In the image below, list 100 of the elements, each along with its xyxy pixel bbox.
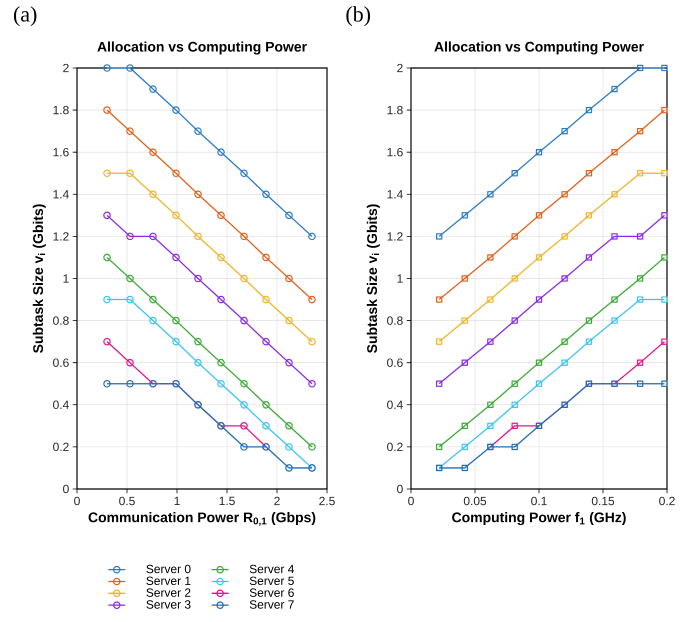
point <box>285 464 293 472</box>
point <box>462 212 468 219</box>
point <box>262 296 270 304</box>
legend-label: Server 5 <box>250 576 294 586</box>
point <box>611 317 618 324</box>
point <box>126 232 134 240</box>
point <box>285 443 293 451</box>
point <box>611 233 618 240</box>
point <box>586 254 592 261</box>
point <box>217 358 225 366</box>
y-tick-label: 1 <box>397 274 403 283</box>
point <box>636 380 644 387</box>
x-axis-title: Computing Power f$_{1}$ (GHz) <box>452 512 626 526</box>
x-tick-label: 0.2 <box>659 496 675 506</box>
point <box>661 380 668 387</box>
point <box>636 170 644 176</box>
point <box>262 254 270 262</box>
point <box>462 275 468 282</box>
point <box>561 233 568 240</box>
y-tick-label: 0.2 <box>53 442 69 452</box>
point <box>240 316 248 324</box>
point <box>636 128 644 134</box>
point <box>511 317 518 324</box>
point <box>586 212 592 219</box>
point <box>536 380 542 387</box>
point <box>636 296 644 303</box>
point <box>240 232 248 240</box>
point <box>240 422 248 430</box>
point <box>126 274 134 282</box>
point <box>194 127 202 135</box>
point <box>661 170 668 176</box>
point <box>149 232 157 240</box>
x-tick-label: 1.5 <box>220 496 235 506</box>
x-tick-label: 0 <box>408 496 414 506</box>
point <box>194 358 202 366</box>
point <box>240 401 248 409</box>
legend-label: Server 6 <box>250 588 294 597</box>
point <box>661 296 668 303</box>
point <box>586 106 592 114</box>
point <box>661 64 668 72</box>
point <box>194 190 202 198</box>
point <box>536 359 542 366</box>
legend-label: Server 1 <box>146 576 190 586</box>
point <box>172 212 180 220</box>
point <box>561 275 568 282</box>
point <box>536 212 542 219</box>
point <box>194 274 202 282</box>
x-tick-label: 0.5 <box>119 496 135 506</box>
point <box>511 444 518 450</box>
y-tick-label: 0 <box>397 484 403 494</box>
point <box>217 254 225 262</box>
y-tick-label: 1.6 <box>388 148 403 156</box>
point <box>586 170 592 176</box>
y-tick-label: 1.4 <box>54 190 69 198</box>
point <box>487 191 494 198</box>
y-axis-title: Subtask Size v$_{i}$ (Gbits) <box>32 204 46 353</box>
y-axis-title: Subtask Size v$_{i}$ (Gbits) <box>366 204 380 353</box>
point <box>240 380 248 388</box>
y-tick-label: 0.8 <box>53 316 69 325</box>
x-tick-label: 1 <box>174 496 180 505</box>
text: (a) <box>14 6 36 26</box>
point <box>149 296 157 304</box>
x-tick-label: 0 <box>74 496 80 506</box>
point <box>436 296 442 303</box>
point <box>240 169 248 178</box>
y-tick-label: 1.4 <box>388 190 403 198</box>
y-tick-label: 2 <box>63 64 69 72</box>
legend-label: Server 7 <box>250 600 294 609</box>
point <box>194 338 202 346</box>
y-tick-label: 0.6 <box>387 358 403 367</box>
y-tick-label: 1.8 <box>54 106 69 114</box>
point <box>126 380 134 388</box>
point <box>462 317 468 324</box>
legend-label: Server 4 <box>250 564 294 574</box>
y-tick-label: 0.6 <box>53 358 69 367</box>
point <box>217 148 225 156</box>
y-tick-label: 1 <box>63 274 69 283</box>
point <box>661 106 668 114</box>
point <box>586 317 592 324</box>
point <box>240 274 248 282</box>
point <box>661 254 668 261</box>
x-tick-label: 0.05 <box>464 496 486 506</box>
point <box>611 191 618 198</box>
point <box>149 85 157 93</box>
y-tick-label: 1.2 <box>388 232 403 241</box>
legend-label: Server 3 <box>146 600 191 609</box>
point <box>636 64 644 72</box>
point <box>126 358 134 366</box>
point <box>536 254 542 261</box>
point <box>462 464 468 472</box>
y-tick-label: 0.2 <box>387 442 403 452</box>
point <box>285 358 293 366</box>
point <box>487 254 494 261</box>
point <box>487 422 494 430</box>
point <box>126 296 134 304</box>
point <box>262 422 270 430</box>
point <box>126 64 134 72</box>
point <box>172 169 180 178</box>
point <box>262 190 270 198</box>
point <box>217 380 225 388</box>
